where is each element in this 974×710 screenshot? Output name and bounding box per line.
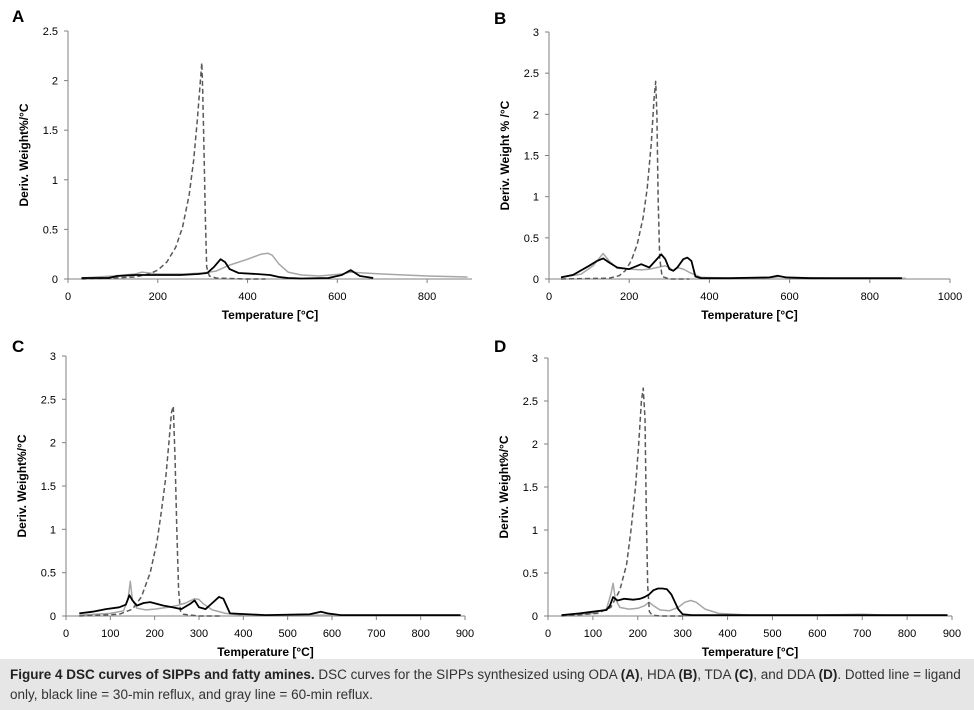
x-tick-label: 500 [763, 628, 781, 640]
caption-text: , TDA [697, 667, 735, 682]
y-tick-label: 2.5 [523, 396, 538, 408]
series-line-black [561, 587, 948, 616]
y-axis-title: Deriv. Weight%/°C [15, 434, 29, 537]
x-tick-label: 0 [65, 291, 71, 303]
y-tick-label: 0 [532, 611, 538, 623]
y-tick-label: 0 [50, 611, 56, 623]
x-tick-label: 0 [546, 291, 552, 303]
y-axis-title: Deriv. Weight%/°C [497, 435, 511, 538]
x-axis-title: Temperature [°C] [702, 645, 799, 659]
y-tick-label: 2 [533, 109, 539, 121]
x-tick-label: 100 [101, 628, 119, 640]
series-line-black [560, 253, 902, 280]
x-tick-label: 900 [943, 628, 961, 640]
caption-panel-ref: (B) [678, 667, 698, 682]
series-line-dotted [560, 80, 690, 280]
caption-text: , and DDA [753, 667, 819, 682]
y-tick-label: 1.5 [523, 482, 538, 494]
x-axis-title: Temperature [°C] [222, 308, 319, 322]
caption-text: . Dotted line = ligand only, black line … [10, 667, 961, 702]
panel-letter: D [494, 337, 506, 356]
x-tick-label: 0 [545, 628, 551, 640]
panel-b: B 0 0.5 1 1.5 2 2.5 3 0 200 400 600 800 1000 Temperatu… [494, 9, 962, 322]
x-tick-label: 700 [853, 628, 871, 640]
y-tick-label: 0.5 [523, 568, 538, 580]
y-tick-label: 0 [533, 274, 539, 286]
caption-panel-ref: (A) [620, 667, 640, 682]
x-axis-title: Temperature [°C] [701, 308, 798, 322]
panel-d: D 0 0.5 1 1.5 2 2.5 3 0 100 200 300 400 500 600 700 800 9… [494, 337, 961, 659]
x-tick-label: 900 [456, 628, 474, 640]
panel-letter: C [12, 337, 24, 356]
panel-a: A 0 0.5 1 1.5 2 2.5 0 200 400 600 800 Temperature [°… [12, 7, 472, 322]
x-tick-label: 800 [861, 291, 879, 303]
y-tick-label: 1.5 [41, 481, 56, 493]
caption-panel-ref: (D) [818, 667, 838, 682]
series-line-gray [560, 252, 906, 279]
series-line-dotted [561, 387, 683, 617]
series-line-gray [79, 580, 461, 616]
x-tick-label: 300 [190, 628, 208, 640]
y-tick-label: 1 [533, 192, 539, 204]
y-tick-label: 1 [532, 525, 538, 537]
y-tick-label: 1 [52, 175, 58, 187]
x-tick-label: 500 [278, 628, 296, 640]
caption-panel-ref: (C) [734, 667, 754, 682]
series-line-black [81, 258, 374, 280]
y-tick-label: 0 [52, 274, 58, 286]
caption-text: DSC curves for the SIPPs synthesized usi… [318, 667, 621, 682]
x-tick-label: 800 [898, 628, 916, 640]
y-tick-label: 3 [533, 27, 539, 39]
caption-text: , HDA [639, 667, 679, 682]
x-tick-label: 200 [145, 628, 163, 640]
y-tick-label: 2 [52, 76, 58, 88]
y-tick-label: 3 [50, 351, 56, 363]
x-tick-label: 400 [700, 291, 718, 303]
y-tick-label: 2.5 [41, 394, 56, 406]
y-tick-label: 0.5 [43, 224, 58, 236]
x-tick-label: 1000 [938, 291, 962, 303]
figure-caption: Figure 4 DSC curves of SIPPs and fatty a… [10, 665, 964, 705]
y-axis-title: Deriv. Weight % /°C [498, 100, 512, 210]
x-tick-label: 200 [149, 291, 167, 303]
x-tick-label: 700 [367, 628, 385, 640]
y-axis-title: Deriv. Weight%/°C [17, 103, 31, 206]
y-tick-label: 0.5 [524, 233, 539, 245]
x-tick-label: 200 [620, 291, 638, 303]
x-tick-label: 600 [780, 291, 798, 303]
y-tick-label: 1.5 [524, 151, 539, 163]
x-tick-label: 400 [238, 291, 256, 303]
x-tick-label: 800 [411, 628, 429, 640]
panel-letter: B [494, 9, 506, 28]
x-tick-label: 300 [673, 628, 691, 640]
panel-letter: A [12, 7, 24, 26]
x-tick-label: 600 [808, 628, 826, 640]
y-tick-label: 2 [50, 438, 56, 450]
x-tick-label: 400 [718, 628, 736, 640]
series-line-dotted [81, 61, 266, 280]
x-tick-label: 600 [328, 291, 346, 303]
y-tick-label: 2 [532, 439, 538, 451]
x-tick-label: 200 [629, 628, 647, 640]
x-tick-label: 0 [63, 628, 69, 640]
series-line-dotted [79, 405, 222, 617]
panel-c: C 0 0.5 1 1.5 2 2.5 3 0 100 200 300 400 500 600 700 800 9… [12, 337, 474, 659]
x-axis-title: Temperature [°C] [217, 645, 314, 659]
y-tick-label: 2.5 [524, 68, 539, 80]
x-tick-label: 600 [323, 628, 341, 640]
caption-title: Figure 4 DSC curves of SIPPs and fatty a… [10, 667, 315, 682]
caption-background [0, 659, 974, 710]
x-tick-label: 400 [234, 628, 252, 640]
caption-body: DSC curves for the SIPPs synthesized usi… [10, 667, 961, 702]
x-tick-label: 100 [584, 628, 602, 640]
x-tick-label: 800 [418, 291, 436, 303]
y-tick-label: 1 [50, 524, 56, 536]
y-tick-label: 1.5 [43, 125, 58, 137]
series-line-black [79, 594, 461, 616]
y-tick-label: 3 [532, 353, 538, 365]
y-tick-label: 0.5 [41, 568, 56, 580]
y-tick-label: 2.5 [43, 26, 58, 38]
